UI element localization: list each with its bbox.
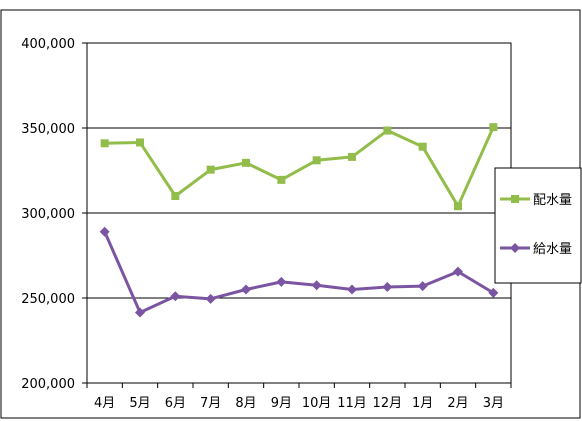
data-point (383, 126, 392, 135)
x-tick-label: 11月 (337, 396, 367, 411)
y-tick-label: 300,000 (21, 207, 75, 222)
legend-label: 配水量 (533, 193, 572, 208)
x-tick-label: 2月 (447, 396, 468, 411)
data-point (276, 276, 287, 287)
x-tick-label: 3月 (483, 396, 504, 411)
data-point (311, 280, 322, 291)
data-point (453, 266, 463, 277)
data-point (277, 175, 286, 184)
data-point (242, 158, 250, 167)
x-tick-label: 4月 (94, 396, 115, 411)
gridlines (87, 127, 511, 299)
data-point (100, 139, 109, 148)
axes: 200,000 250,000 300,000 350,000 400,000 4月 5月 6… (21, 37, 512, 411)
x-tick-label: 5月 (129, 396, 150, 411)
data-point (382, 281, 393, 292)
data-point (348, 152, 356, 161)
data-point (171, 192, 180, 200)
y-tick-label: 250,000 (21, 292, 75, 307)
data-point (205, 293, 216, 304)
x-tick-label: 6月 (165, 396, 186, 411)
x-tick-label: 12月 (373, 396, 403, 411)
series (99, 123, 499, 318)
data-point (489, 123, 498, 132)
data-point (418, 142, 427, 151)
data-point (99, 226, 110, 237)
x-tick-label: 1月 (412, 396, 433, 411)
legend-marker (510, 243, 520, 253)
legend-marker (511, 195, 519, 203)
legend-box (494, 167, 582, 284)
x-tick-label: 10月 (302, 396, 332, 411)
legend-item: 給水量 (500, 242, 572, 257)
series-line (104, 126, 495, 208)
data-point (454, 202, 462, 211)
data-point (135, 307, 145, 318)
chart-frame (0, 9, 581, 419)
series-2 (99, 226, 499, 318)
y-tick-label: 350,000 (21, 122, 75, 137)
data-point (488, 287, 499, 298)
legend-item: 配水量 (500, 193, 572, 208)
y-tick-label: 400,000 (21, 37, 75, 52)
data-point (312, 156, 321, 165)
data-point (347, 284, 357, 295)
data-point (206, 165, 215, 174)
y-tick-label: 200,000 (21, 377, 75, 392)
series-line (103, 231, 495, 314)
series-1 (100, 123, 498, 211)
legend-label: 給水量 (533, 242, 572, 257)
data-point (241, 284, 251, 295)
x-tick-label: 8月 (235, 396, 256, 411)
data-point (417, 281, 428, 292)
data-point (170, 291, 181, 302)
x-tick-label: 7月 (200, 396, 221, 411)
x-tick-label: 9月 (271, 396, 292, 411)
data-point (136, 138, 144, 147)
